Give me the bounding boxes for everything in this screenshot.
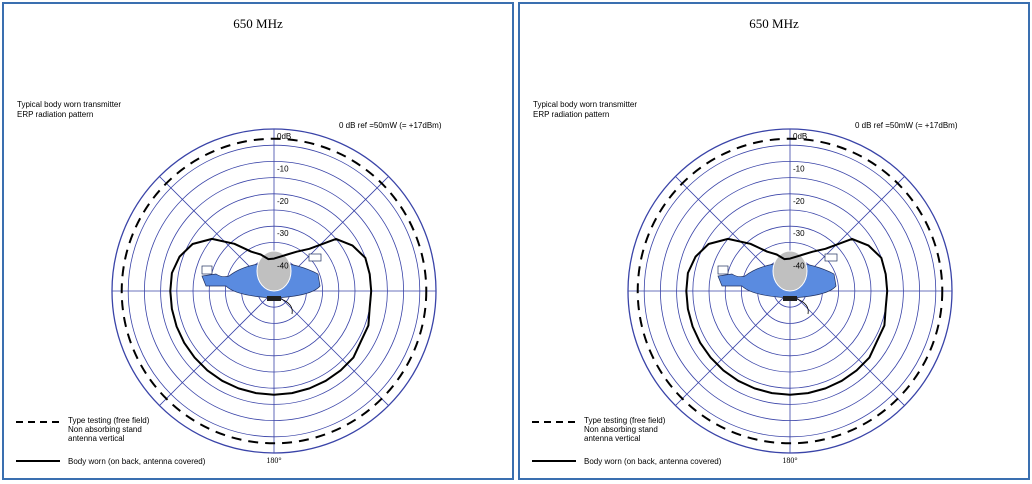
series-body-worn-solid (685, 237, 889, 396)
radial-tick-label: 0dB (277, 132, 291, 141)
chart-subtitle: Typical body worn transmitter ERP radiat… (533, 100, 637, 120)
radial-tick-label: -10 (277, 164, 289, 173)
legend-solid-swatch (16, 460, 60, 462)
subtitle-line-1: Typical body worn transmitter (533, 100, 638, 109)
transmitter-pack (267, 296, 281, 301)
legend-dashed-label: Type testing (free field) Non absorbing … (68, 416, 149, 443)
polar-plot: 0dB-10-20-30-400°90°180°270° (111, 128, 437, 465)
radial-tick-label: -30 (793, 229, 805, 238)
legend-dashed-line-2: Non absorbing stand (584, 425, 658, 434)
radial-tick-label: -40 (277, 262, 289, 271)
hand-icon (201, 265, 213, 275)
head-shape (256, 250, 292, 292)
radial-tick-label: -20 (793, 197, 805, 206)
grid-spoke (789, 290, 905, 406)
radial-tick-label: -40 (793, 262, 805, 271)
hand-icon (824, 253, 838, 262)
reference-note: 0 dB ref =50mW (= +17dBm) (855, 121, 958, 130)
legend-dashed-line-3: antenna vertical (68, 434, 125, 443)
polar-chart-panel-right: 650 MHz Typical body worn transmitter ER… (518, 2, 1030, 480)
series-free-field-dashed (120, 137, 428, 445)
reference-note: 0 dB ref =50mW (= +17dBm) (339, 121, 442, 130)
series-body-worn-solid (169, 237, 373, 396)
legend-dashed-line-2: Non absorbing stand (68, 425, 142, 434)
grid-spoke (675, 290, 791, 406)
legend-dashed-line-1: Type testing (free field) (68, 416, 150, 425)
angle-label-bottom: 180° (266, 456, 281, 465)
grid-spoke (273, 290, 389, 406)
angle-label-bottom: 180° (782, 456, 797, 465)
polar-chart-panel-left: 650 MHz Typical body worn transmitter ER… (2, 2, 514, 480)
polar-plot: 0dB-10-20-30-400°90°180°270° (627, 128, 953, 465)
radial-tick-label: -20 (277, 197, 289, 206)
grid-spoke (159, 290, 275, 406)
antenna-wire (796, 298, 809, 315)
legend-solid-label: Body worn (on back, antenna covered) (584, 457, 722, 466)
hand-icon (717, 265, 729, 275)
legend-dashed-swatch (16, 421, 60, 423)
subtitle-line-1: Typical body worn transmitter (17, 100, 122, 109)
legend-solid-label: Body worn (on back, antenna covered) (68, 457, 206, 466)
subtitle-line-2: ERP radiation pattern (17, 110, 94, 119)
frequency-title: 650 MHz (233, 16, 283, 31)
radial-tick-label: -30 (277, 229, 289, 238)
transmitter-pack (783, 296, 797, 301)
legend-dashed-swatch (532, 421, 576, 423)
radial-tick-label: 0dB (793, 132, 807, 141)
antenna-wire (280, 298, 293, 315)
legend-dashed-line-1: Type testing (free field) (584, 416, 666, 425)
legend-dashed-label: Type testing (free field) Non absorbing … (584, 416, 665, 443)
legend-dashed-line-3: antenna vertical (584, 434, 641, 443)
legend-solid-swatch (532, 460, 576, 462)
radial-tick-label: -10 (793, 164, 805, 173)
frequency-title: 650 MHz (749, 16, 799, 31)
head-shape (772, 250, 808, 292)
chart-subtitle: Typical body worn transmitter ERP radiat… (17, 100, 121, 120)
series-free-field-dashed (636, 137, 944, 445)
subtitle-line-2: ERP radiation pattern (533, 110, 610, 119)
hand-icon (308, 253, 322, 262)
